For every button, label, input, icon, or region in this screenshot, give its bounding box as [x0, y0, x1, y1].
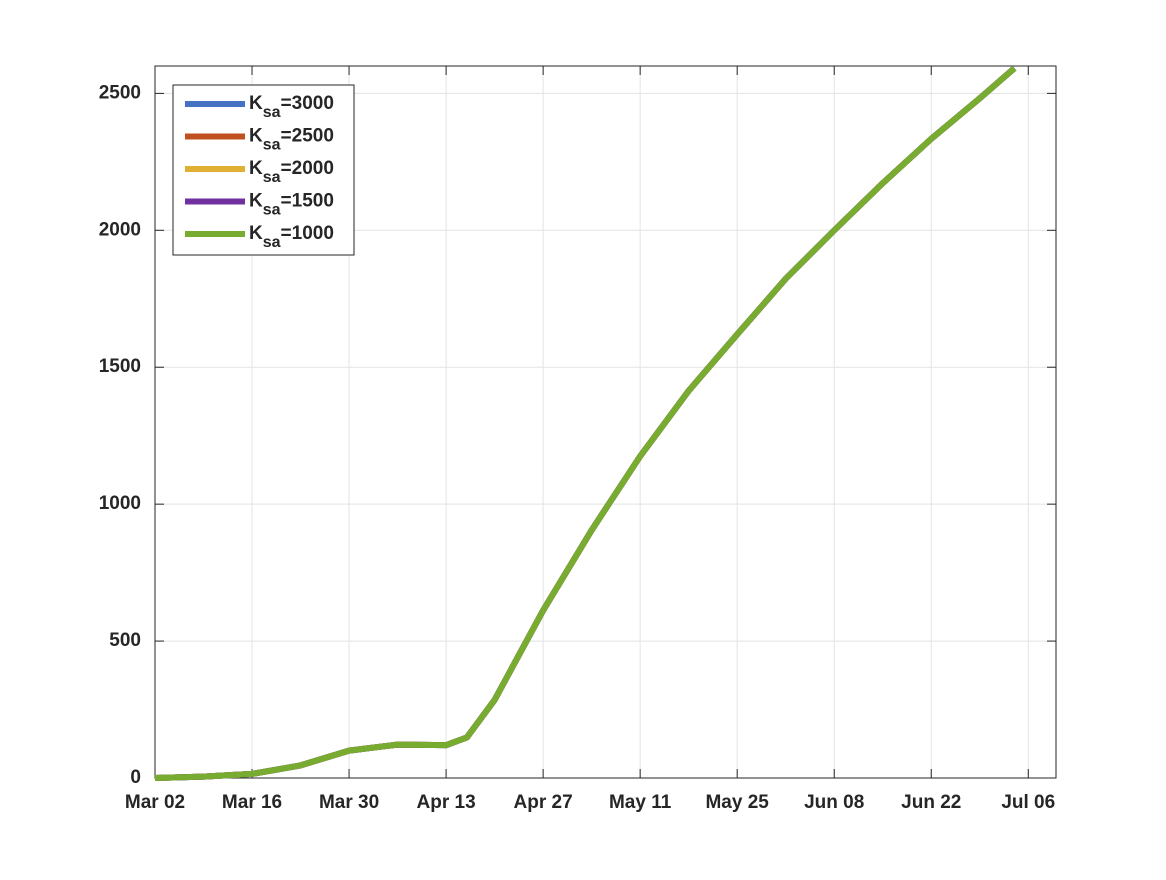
- x-tick-label: Jun 08: [804, 792, 864, 813]
- x-tick-label: Apr 27: [514, 792, 573, 813]
- legend-label: Ksa=1000: [249, 223, 334, 251]
- x-tick-label: Jun 22: [901, 792, 961, 813]
- legend-label: Ksa=1500: [249, 191, 334, 219]
- y-tick-label: 2500: [99, 82, 141, 103]
- x-tick-label: Jul 06: [1001, 792, 1055, 813]
- y-tick-label: 1000: [99, 493, 141, 514]
- x-tick-label: Apr 13: [417, 792, 476, 813]
- series-line: [154, 65, 1017, 781]
- x-tick-label: Mar 16: [222, 792, 282, 813]
- y-tick-label: 1500: [99, 356, 141, 377]
- y-tick-label: 0: [130, 767, 141, 788]
- x-tick-label: May 25: [705, 792, 769, 813]
- legend-label: Ksa=3000: [249, 93, 334, 121]
- x-tick-label: Mar 02: [125, 792, 185, 813]
- x-tick-label: Mar 30: [319, 792, 379, 813]
- plot-frame: [154, 65, 1057, 779]
- y-tick-label: 2000: [99, 219, 141, 240]
- legend-label: Ksa=2000: [249, 158, 334, 186]
- x-tick-label: May 11: [609, 792, 672, 813]
- y-tick-label: 500: [109, 630, 141, 651]
- legend-label: Ksa=2500: [249, 126, 334, 154]
